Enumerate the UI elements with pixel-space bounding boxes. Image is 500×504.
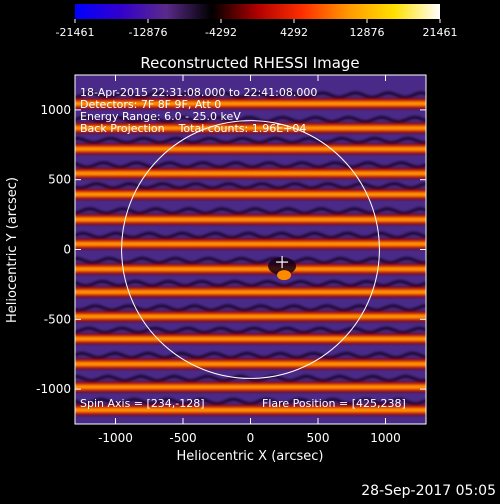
colorbar-tick-label: -4292 — [205, 26, 237, 39]
y-axis: -1000 -500 0 500 1000 — [36, 103, 426, 396]
y-tick-label: -500 — [44, 312, 71, 326]
x-tick-label: -1000 — [98, 431, 133, 445]
band-edge — [75, 398, 426, 405]
band-edge — [75, 91, 426, 99]
band-edge — [75, 375, 426, 382]
band-edge — [75, 116, 426, 123]
bright-band — [75, 166, 426, 180]
band-edge — [75, 326, 426, 334]
bright-band — [75, 212, 426, 226]
colorbar-tick-label: 4292 — [280, 26, 308, 39]
annotations: 18-Apr-2015 22:31:08.000 to 22:41:08.000… — [80, 86, 406, 410]
colorbar-tick-label: 21461 — [423, 26, 458, 39]
band-edge — [75, 232, 426, 239]
annotation-method: Back Projection Total counts: 1.96E+04 — [80, 122, 306, 135]
bright-band — [75, 380, 426, 394]
colorbar-tick-label: 12876 — [349, 26, 384, 39]
bright-band — [75, 310, 426, 324]
spin-axis-label: Spin Axis = [234,-128] — [80, 397, 205, 410]
x-tick-label: -500 — [169, 431, 196, 445]
spin-axis-cross — [276, 256, 289, 269]
band-edge — [75, 207, 426, 215]
bright-band — [75, 332, 426, 346]
x-axis: -1000 -500 0 500 1000 — [98, 75, 401, 445]
y-tick-label: 1000 — [40, 103, 71, 117]
bright-band — [75, 285, 426, 299]
colorbar-tick-label: -21461 — [56, 26, 95, 39]
bright-source — [277, 270, 292, 281]
bright-band — [75, 262, 426, 276]
colorbar: -21461 -12876 -4292 4292 12876 21461 — [56, 4, 458, 39]
bright-band — [75, 187, 426, 201]
annotation-energy: Energy Range: 6.0 - 25.0 keV — [80, 110, 241, 123]
annotation-time: 18-Apr-2015 22:31:08.000 to 22:41:08.000 — [80, 86, 317, 99]
x-tick-label: 1000 — [370, 431, 401, 445]
band-edge — [75, 182, 426, 190]
colorbar-bar — [75, 4, 440, 19]
y-tick-label: -1000 — [36, 382, 71, 396]
band-edge — [75, 257, 426, 264]
annotation-detectors: Detectors: 7F 8F 9F, Att 0 — [80, 98, 221, 111]
bright-band — [75, 357, 426, 371]
flare-position-label: Flare Position = [425,238] — [262, 397, 406, 410]
band-edge — [75, 304, 426, 312]
x-axis-label: Heliocentric X (arcsec) — [177, 449, 324, 464]
bright-band — [75, 403, 426, 417]
plot-image — [75, 75, 426, 424]
bright-band — [75, 237, 426, 251]
bright-band — [75, 97, 426, 111]
colorbar-ticks: -21461 -12876 -4292 4292 12876 21461 — [56, 19, 458, 39]
colorbar-tick-label: -12876 — [129, 26, 168, 39]
chart-title: Reconstructed RHESSI Image — [140, 54, 359, 72]
solar-limb — [121, 120, 380, 379]
band-edge — [75, 280, 426, 288]
x-tick-label: 500 — [307, 431, 330, 445]
band-edge — [75, 352, 426, 359]
footer-timestamp: 28-Sep-2017 05:05 — [361, 483, 496, 499]
y-tick-label: 0 — [63, 243, 71, 257]
y-tick-label: 500 — [48, 173, 71, 187]
bright-band — [75, 142, 426, 156]
band-edge — [75, 161, 426, 169]
bright-band — [75, 121, 426, 135]
y-axis-label: Heliocentric Y (arcsec) — [5, 177, 20, 323]
image-bands — [75, 91, 426, 417]
band-edge — [75, 137, 426, 144]
x-tick-label: 0 — [247, 431, 255, 445]
